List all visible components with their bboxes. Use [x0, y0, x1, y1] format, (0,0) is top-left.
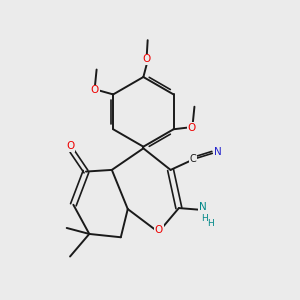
Text: H: H — [201, 214, 208, 223]
Text: O: O — [154, 225, 163, 235]
Text: O: O — [188, 123, 196, 133]
Text: H: H — [207, 219, 213, 228]
Text: O: O — [91, 85, 99, 95]
Text: O: O — [142, 54, 151, 64]
Text: N: N — [214, 147, 222, 157]
Text: N: N — [199, 202, 207, 212]
Text: C: C — [190, 154, 196, 164]
Text: O: O — [66, 141, 74, 151]
